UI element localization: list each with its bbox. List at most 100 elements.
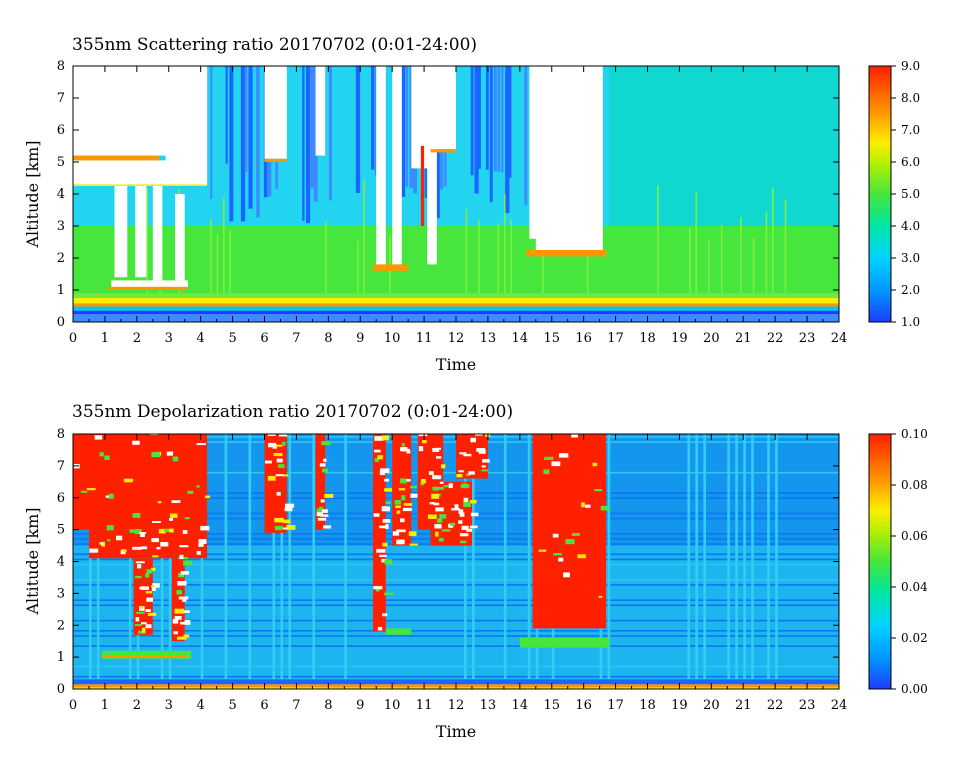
- x-tick-label: 2: [133, 331, 141, 346]
- heatmap-cell: [459, 533, 469, 537]
- x-tick-label: 14: [512, 698, 529, 713]
- heatmap-cell: [497, 222, 500, 294]
- x-tick-label: 12: [448, 698, 465, 713]
- colorbar-tick-label: 8.0: [901, 91, 920, 105]
- x-tick-label: 17: [607, 698, 624, 713]
- heatmap-cell: [99, 542, 104, 545]
- heatmap-cell: [526, 250, 606, 257]
- colorbar-tick-label: 0.00: [901, 682, 928, 696]
- heatmap-cell: [256, 66, 260, 218]
- heatmap-cell: [73, 635, 839, 637]
- heatmap-cell: [380, 468, 390, 474]
- y-axis-label: Altitude [km]: [23, 507, 42, 615]
- y-tick-label: 0: [57, 315, 65, 330]
- heatmap-cell: [600, 505, 610, 511]
- heatmap-cell: [463, 497, 469, 503]
- x-tick-label: 13: [480, 698, 497, 713]
- heatmap-cell: [450, 522, 456, 526]
- heatmap-cell: [182, 530, 188, 534]
- heatmap-cell: [223, 197, 225, 294]
- heatmap-cell: [272, 434, 276, 680]
- heatmap-cell: [73, 645, 839, 647]
- heatmap-cell: [381, 558, 388, 563]
- heatmap-cell: [325, 221, 327, 294]
- heatmap-cell: [470, 66, 474, 176]
- y-tick-label: 2: [57, 251, 65, 266]
- x-axis: 0 1 2 3 4 5 6 7 8 9 10 11 12 13 14 15 16 17 18 19 20 21 22 23 24: [69, 66, 847, 346]
- x-tick-label: 24: [831, 698, 848, 713]
- heatmap-cell: [373, 586, 383, 590]
- heatmap-cell: [385, 628, 412, 635]
- heatmap-cell: [322, 509, 328, 513]
- colorbar-tick-label: 0.08: [901, 478, 928, 492]
- heatmap-cell: [475, 434, 483, 436]
- heatmap-cell: [598, 595, 603, 598]
- y-tick-label: 7: [57, 91, 65, 106]
- colorbar-tick-label: 4.0: [901, 219, 920, 233]
- heatmap-cell: [229, 230, 231, 294]
- heatmap-cell: [177, 636, 187, 640]
- heatmap-cell: [145, 624, 152, 629]
- heatmap-cell: [474, 66, 479, 194]
- x-axis-label: Time: [436, 355, 476, 374]
- heatmap-cell: [482, 459, 490, 463]
- heatmap-cell: [73, 553, 839, 556]
- heatmap-cell: [165, 66, 208, 185]
- heatmap-cell: [434, 487, 444, 490]
- heatmap-cell: [433, 502, 440, 506]
- x-tick-label: 21: [735, 698, 752, 713]
- heatmap-cell: [160, 542, 169, 547]
- heatmap-cell: [177, 581, 187, 586]
- heatmap-cell: [458, 520, 463, 524]
- heatmap-cell: [73, 679, 839, 685]
- heatmap-cell: [80, 490, 88, 493]
- heatmap-cell: [532, 434, 606, 629]
- heatmap-cell: [432, 448, 440, 452]
- heatmap-cell: [73, 306, 839, 311]
- heatmap-cell: [402, 507, 412, 512]
- y-tick-label: 0: [57, 682, 65, 697]
- heatmap-cell: [140, 532, 145, 537]
- heatmap-cell: [210, 66, 213, 199]
- heatmap-cell: [373, 434, 386, 632]
- heatmap-cell: [432, 486, 439, 491]
- heatmap-cell: [282, 519, 291, 524]
- heatmap-cell: [225, 66, 228, 164]
- heatmap-cell: [493, 66, 497, 172]
- heatmap-cell: [274, 525, 283, 531]
- heatmap-cell: [73, 599, 839, 601]
- heatmap-cell: [430, 149, 456, 153]
- x-tick-label: 23: [799, 698, 816, 713]
- heatmap-cell: [198, 539, 207, 544]
- heatmap-cell: [481, 465, 486, 468]
- chart-title: 355nm Depolarization ratio 20170702 (0:0…: [72, 402, 513, 422]
- heatmap-cell: [152, 521, 161, 523]
- heatmap-cell: [607, 434, 611, 680]
- heatmap-cell: [371, 66, 375, 170]
- x-tick-label: 4: [197, 331, 205, 346]
- x-tick-label: 19: [671, 698, 688, 713]
- heatmap-cell: [740, 217, 742, 294]
- heatmap-cell: [400, 518, 405, 523]
- heatmap-cell: [323, 525, 332, 529]
- heatmap-cell: [319, 506, 324, 510]
- heatmap-cell: [152, 583, 160, 588]
- depolarization-ratio-heatmap: [72, 433, 840, 690]
- heatmap-cell: [565, 539, 575, 545]
- heatmap-cell: [501, 66, 504, 173]
- x-tick-label: 21: [735, 331, 752, 346]
- heatmap-cell: [558, 557, 564, 562]
- y-tick-label: 1: [57, 283, 65, 298]
- heatmap-cell: [489, 66, 493, 203]
- heatmap-cell: [689, 227, 691, 294]
- heatmap-cell: [140, 622, 147, 625]
- heatmap-cell: [344, 434, 347, 680]
- heatmap-cell: [73, 184, 208, 186]
- heatmap-cell: [134, 624, 142, 627]
- y-tick-label: 1: [57, 650, 65, 665]
- heatmap-cell: [273, 453, 283, 457]
- x-tick-label: 7: [292, 698, 300, 713]
- heatmap-cell: [384, 488, 392, 492]
- heatmap-cell: [176, 590, 182, 595]
- heatmap-cell: [157, 501, 162, 504]
